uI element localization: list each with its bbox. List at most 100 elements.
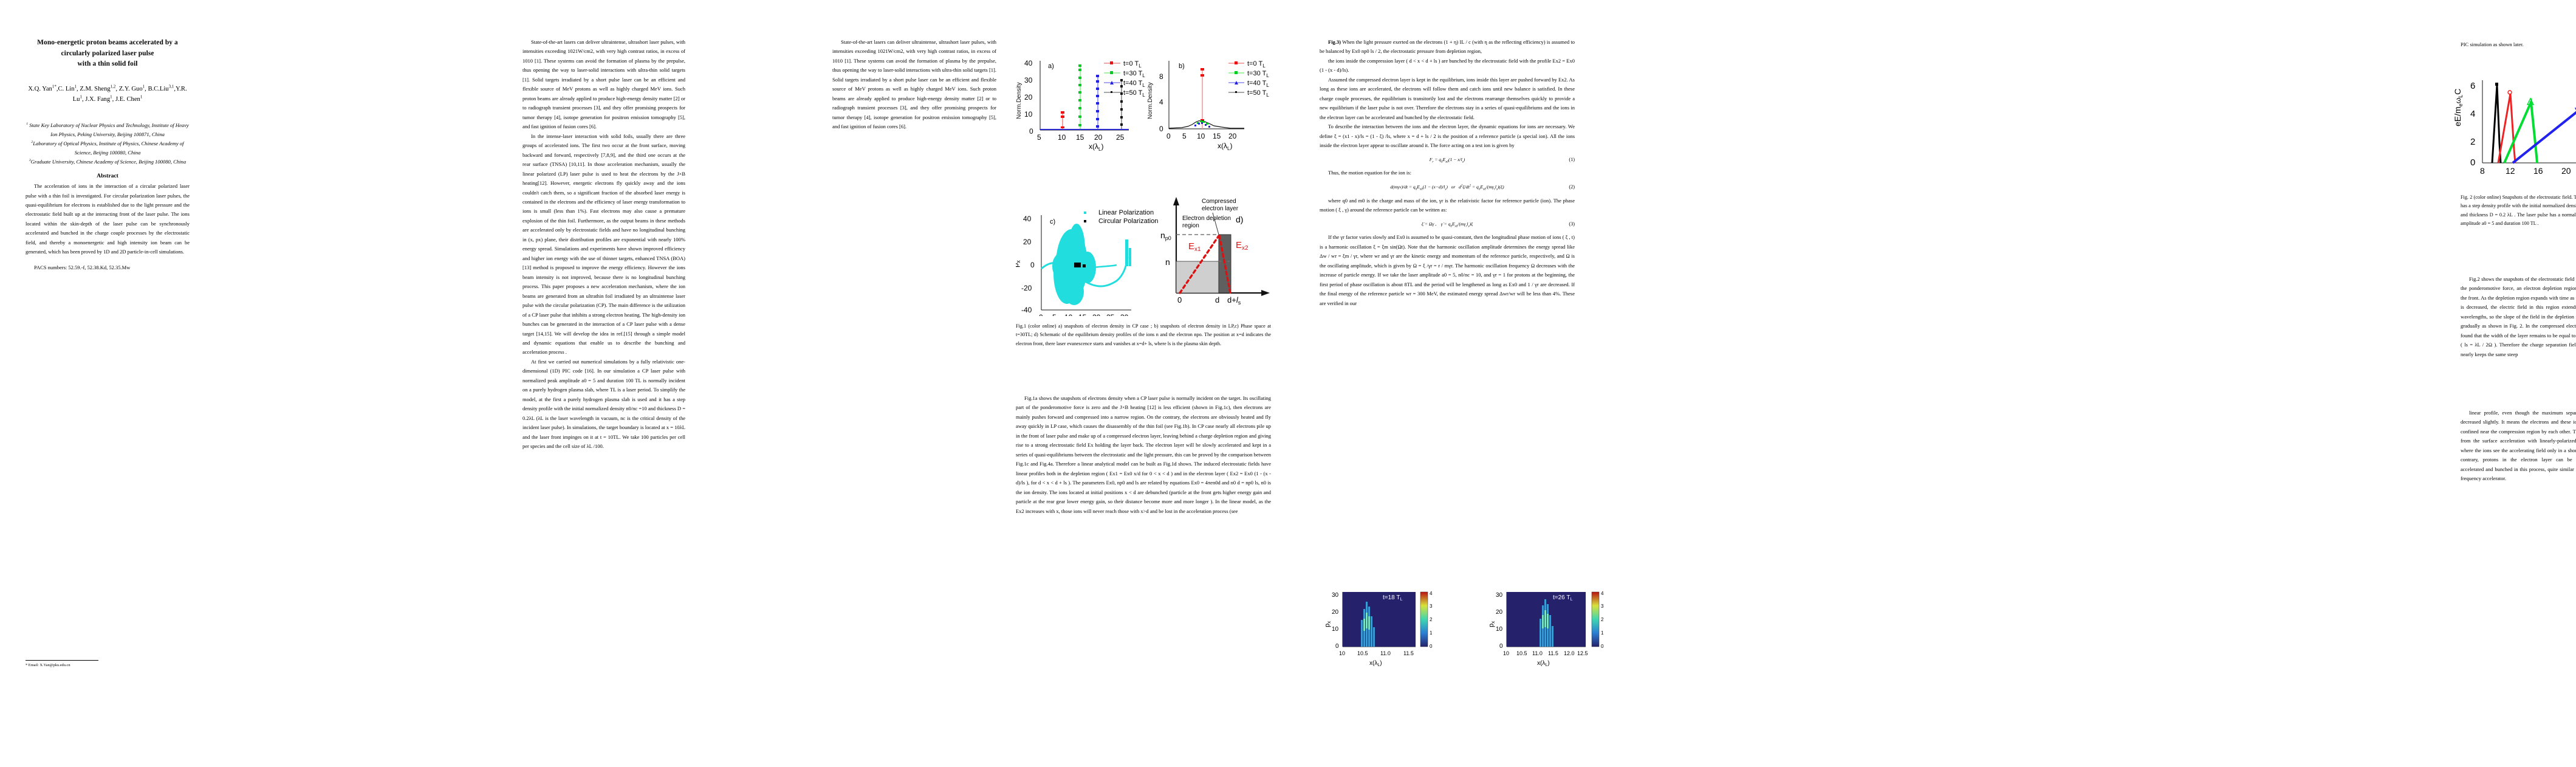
svg-text:-40: -40 <box>1021 306 1032 314</box>
figure-3-svg: px 30 20 10 0 t=18 TL 10 10.5 11.0 <box>1324 591 1604 667</box>
footnote-email: * Email: X.Yan@pku.edu.cn <box>26 663 70 667</box>
svg-text:Ex2: Ex2 <box>1236 240 1249 252</box>
svg-text:0: 0 <box>1039 313 1043 316</box>
svg-text:-20: -20 <box>1021 284 1032 292</box>
svg-text:20: 20 <box>1023 238 1032 246</box>
page-right: Fig.3) When the light pressure exerted o… <box>1288 0 2576 729</box>
affiliation-3: 3Graduate University, Chinese Academy of… <box>29 159 187 165</box>
pic-sim-note: PIC simulation as shown later. <box>2461 41 2524 47</box>
svg-text:15: 15 <box>1078 313 1087 316</box>
svg-text:10: 10 <box>1496 626 1503 633</box>
svg-text:t=40 TL: t=40 TL <box>1247 80 1269 88</box>
svg-text:20: 20 <box>1228 132 1237 140</box>
svg-text:t=50 TL: t=50 TL <box>1247 89 1269 98</box>
fig1d-panel: d) Electron depletion region Compressed … <box>1160 197 1276 306</box>
svg-text:eE/meωLC: eE/meωLC <box>2454 89 2464 126</box>
svg-text:x(λL): x(λL) <box>1537 660 1550 667</box>
svg-text:t=40 TL: t=40 TL <box>1123 80 1145 88</box>
svg-text:px: px <box>1016 260 1021 267</box>
svg-text:20: 20 <box>1092 313 1101 316</box>
svg-text:t=0 TL: t=0 TL <box>1123 60 1142 69</box>
svg-text:Norm.Density: Norm.Density <box>1016 82 1023 119</box>
equation-2: d(mγv)/dt = q0Ex0(1 − (x−d)/ls) or d2ξ/d… <box>1390 184 1575 191</box>
svg-text:x(λL): x(λL) <box>1369 660 1382 667</box>
col4-p4: To describe the interaction between the … <box>1320 123 1575 149</box>
svg-text:25: 25 <box>1106 313 1115 316</box>
figure-1ab-svg: Norm.Density 40 30 20 10 0 <box>1016 59 1269 152</box>
svg-text:d+ls: d+ls <box>1227 295 1241 306</box>
figure-1c-1d: px 40 20 0 -20 -40 c) <box>1011 176 1276 322</box>
affiliation-1: 1 State Key Laboratory of Nuclear Physic… <box>26 122 189 137</box>
svg-text:1: 1 <box>1430 630 1433 636</box>
svg-text:0: 0 <box>1430 644 1433 649</box>
svg-text:3: 3 <box>1430 604 1433 609</box>
svg-text:px: px <box>1324 621 1332 627</box>
equation-3: ξ̇ = Ωγ , γ̇ = q0Ex0/(mγrls)ξ (3) <box>1421 221 1575 229</box>
col3-running-text: State-of-the-art lasers can deliver ultr… <box>832 39 996 130</box>
fig1c-panel: px 40 20 0 -20 -40 c) <box>1011 209 1158 322</box>
svg-text:d): d) <box>1236 215 1243 224</box>
svg-text:t=50 TL: t=50 TL <box>1123 89 1145 98</box>
fig3a-panel: px 30 20 10 0 t=18 TL 10 10.5 11.0 <box>1324 591 1433 667</box>
equation-1: Fr = q0Ex0(1 − x/ls) (1) <box>1429 156 1575 164</box>
column-fig1-body: Fig.1a shows the snapshots of electrons … <box>1016 394 1271 516</box>
svg-text:10: 10 <box>1339 650 1345 656</box>
column-equations: Fig.3) When the light pressure exerted o… <box>1320 38 1575 767</box>
svg-text:15: 15 <box>1213 132 1221 140</box>
svg-text:2: 2 <box>2470 137 2475 147</box>
svg-text:15: 15 <box>1076 133 1084 142</box>
intro-paragraph-2: In the intense-laser interaction with so… <box>522 132 685 356</box>
svg-text:8: 8 <box>2480 166 2485 176</box>
svg-text:4: 4 <box>1601 591 1604 596</box>
col4-p6: where q0 and m0 is the charge and mass o… <box>1320 197 1575 213</box>
svg-text:11.0: 11.0 <box>1532 650 1543 656</box>
svg-text:10: 10 <box>1058 133 1066 142</box>
figure-1cd-svg: px 40 20 0 -20 -40 c) <box>1011 197 1276 322</box>
svg-text:10: 10 <box>1197 132 1205 140</box>
svg-text:40: 40 <box>1023 215 1032 223</box>
figure-1-caption: Fig.1 (color online) a) snapshots of ele… <box>1016 323 1271 346</box>
svg-text:4: 4 <box>1159 98 1163 106</box>
svg-text:Linear Polarization: Linear Polarization <box>1098 209 1154 216</box>
svg-text:np0: np0 <box>1160 230 1171 241</box>
svg-text:5: 5 <box>1052 313 1057 316</box>
fig1b-panel: Norm.Density 8 4 0 b) 0 5 10 15 <box>1147 60 1269 151</box>
svg-text:t=30 TL: t=30 TL <box>1123 70 1145 78</box>
svg-text:20: 20 <box>1024 93 1033 101</box>
svg-text:12: 12 <box>2506 166 2515 176</box>
svg-text:t=26 TL: t=26 TL <box>1553 594 1572 602</box>
figure-2-caption: Fig. 2 (color online) Snapshots of the e… <box>2461 194 2576 227</box>
svg-text:11.5: 11.5 <box>1403 650 1414 656</box>
abstract-body: The acceleration of ions in the interact… <box>26 183 190 255</box>
svg-text:11.0: 11.0 <box>1380 650 1391 656</box>
col4-p7: If the γr factor varies slowly and Ex0 i… <box>1320 234 1575 306</box>
svg-text:20: 20 <box>1332 609 1339 616</box>
svg-text:x(λL): x(λL) <box>1218 142 1232 151</box>
figure-1a-1b: Norm.Density 40 30 20 10 0 <box>1016 41 1271 163</box>
svg-text:t=0 TL: t=0 TL <box>1247 60 1266 69</box>
footnote-rule <box>26 660 98 661</box>
svg-text:16: 16 <box>2533 166 2543 176</box>
svg-text:10.5: 10.5 <box>1357 650 1368 656</box>
svg-text:Electron depletion: Electron depletion <box>1182 215 1231 222</box>
col4-p5: Thus, the motion equation for the ion is… <box>1328 170 1411 176</box>
svg-text:0: 0 <box>1499 643 1503 650</box>
svg-text:Circular Polarization: Circular Polarization <box>1098 218 1158 225</box>
fig3b-panel: px 30 20 10 0 t=26 TL 10 10.5 11.0 <box>1488 591 1604 667</box>
svg-text:d: d <box>1215 295 1219 304</box>
svg-text:region: region <box>1182 222 1199 229</box>
svg-text:0: 0 <box>1177 295 1182 304</box>
svg-text:Ex1: Ex1 <box>1188 241 1201 253</box>
svg-text:1: 1 <box>1601 630 1604 636</box>
svg-text:0: 0 <box>1030 261 1035 269</box>
svg-text:px: px <box>1488 621 1496 627</box>
svg-text:x(λL): x(λL) <box>1089 142 1103 152</box>
footnote-block: * Email: X.Yan@pku.edu.cn <box>26 658 190 669</box>
svg-text:3: 3 <box>1601 604 1604 609</box>
svg-text:0: 0 <box>1335 643 1339 650</box>
svg-text:5: 5 <box>1037 133 1041 142</box>
col5-p2: linear profile, even though the maximum … <box>2461 410 2576 482</box>
figure-2-svg: eE/meωLC 6 4 2 0 8 12 16 20 24 x(λL <box>2453 80 2576 176</box>
svg-text:2: 2 <box>1601 617 1604 622</box>
intro-paragraph-3: At first we carried out numerical simula… <box>522 358 685 450</box>
